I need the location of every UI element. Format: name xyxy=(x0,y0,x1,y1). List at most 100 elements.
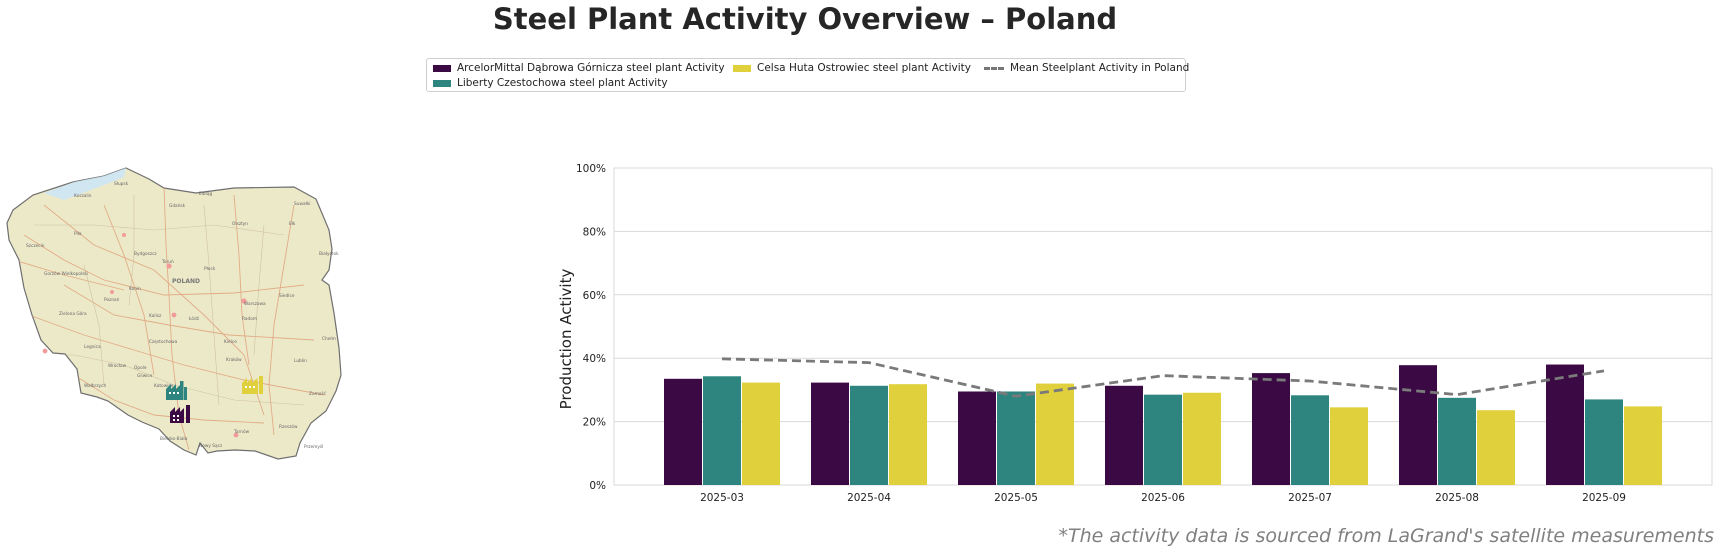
bar-1-2025-06 xyxy=(1144,394,1182,485)
map-label-20: Płock xyxy=(204,266,216,272)
map-label-18: Olsztyn xyxy=(232,221,248,227)
map-label-17: Toruń xyxy=(161,258,174,265)
y-tick-label: 40% xyxy=(583,353,606,365)
map-label-24: Rzeszów xyxy=(279,423,298,430)
bar-0-2025-08 xyxy=(1399,365,1437,485)
mean-line xyxy=(721,357,1605,398)
legend-label-arcelor: ArcelorMittal Dąbrowa Górnicza steel pla… xyxy=(457,62,725,74)
map-label-8: Łódź xyxy=(188,315,200,322)
bar-0-2025-09 xyxy=(1546,364,1584,485)
chart-legend: ArcelorMittal Dąbrowa Górnicza steel pla… xyxy=(426,58,1189,92)
bar-0-2025-03 xyxy=(664,378,702,485)
y-axis-label: Production Activity xyxy=(557,269,575,410)
bar-2-2025-09 xyxy=(1624,406,1662,485)
map-label-27: Gorzów Wielkopolski xyxy=(44,270,88,277)
map-label-38: Ełk xyxy=(289,221,296,227)
legend-swatch-arcelor xyxy=(433,64,451,72)
map-label-13: Opole xyxy=(134,365,147,371)
factory-icon-arcelor xyxy=(170,405,190,423)
bar-2-2025-07 xyxy=(1330,407,1368,485)
map-label-30: Elbląg xyxy=(199,191,212,197)
legend-label-mean: Mean Steelplant Activity in Poland xyxy=(1010,62,1190,74)
map-label-33: Przemyśl xyxy=(304,443,323,450)
map-label-35: Konin xyxy=(129,286,141,292)
map-label-37: Suwałki xyxy=(294,201,311,207)
map-label-0: POLAND xyxy=(172,278,200,285)
map-label-23: Wałbrzych xyxy=(84,383,106,389)
map-label-28: Koszalin xyxy=(74,193,92,199)
map-city-labels: POLAND Kraków Katowice Gliwice Bielsko-B… xyxy=(26,181,339,450)
y-tick-label: 80% xyxy=(583,226,606,238)
map-label-22: Legnica xyxy=(84,344,101,350)
bar-2-2025-03 xyxy=(742,382,780,485)
map-label-3: Gliwice xyxy=(137,373,153,379)
legend-item-liberty: Liberty Czestochowa steel plant Activity xyxy=(433,77,668,89)
bar-2-2025-04 xyxy=(889,384,927,485)
x-tick-label: 2025-09 xyxy=(1582,492,1626,504)
x-axis-ticks: 2025-03 2025-04 2025-05 2025-06 2025-07 2025-… xyxy=(700,492,1626,504)
bar-0-2025-04 xyxy=(811,382,849,485)
y-tick-label: 100% xyxy=(576,163,606,175)
bar-1-2025-05 xyxy=(997,391,1035,485)
x-tick-label: 2025-03 xyxy=(700,492,744,504)
map-label-10: Lublin xyxy=(294,358,307,364)
map-label-5: Częstochowa xyxy=(149,339,178,345)
map-label-14: Szczecin xyxy=(26,243,45,249)
map-label-12: Wrocław xyxy=(108,363,127,369)
page-title: Steel Plant Activity Overview – Poland xyxy=(492,2,1118,36)
map-label-4: Bielsko-Biała xyxy=(160,436,188,442)
x-tick-label: 2025-07 xyxy=(1288,492,1332,504)
y-tick-label: 0% xyxy=(589,480,606,492)
bar-0-2025-07 xyxy=(1252,373,1290,485)
legend-swatch-celsa xyxy=(733,64,751,72)
legend-item-mean: Mean Steelplant Activity in Poland xyxy=(984,62,1189,74)
baltic-sea xyxy=(44,168,126,200)
map-label-15: Gdańsk xyxy=(169,202,186,209)
map-label-36: Piła xyxy=(74,231,82,237)
legend-item-arcelor: ArcelorMittal Dąbrowa Górnicza steel pla… xyxy=(433,62,725,74)
map-label-6: Kielce xyxy=(224,339,237,345)
y-tick-label: 60% xyxy=(583,290,606,302)
legend-label-celsa: Celsa Huta Ostrowiec steel plant Activit… xyxy=(757,62,971,74)
bar-series xyxy=(664,364,1662,485)
x-tick-label: 2025-08 xyxy=(1435,492,1479,504)
bar-1-2025-03 xyxy=(703,376,741,485)
legend-swatch-liberty xyxy=(433,79,451,87)
y-tick-label: 20% xyxy=(583,417,606,429)
legend-label-liberty: Liberty Czestochowa steel plant Activity xyxy=(457,77,668,89)
city-markers xyxy=(42,233,247,438)
map-label-31: Siedlce xyxy=(279,293,295,299)
map-label-34: Nowy Sącz xyxy=(199,443,223,449)
bar-1-2025-04 xyxy=(850,385,888,485)
map-label-7: Radom xyxy=(242,316,257,322)
factory-icon-celsa xyxy=(242,376,263,394)
map-label-32: Zamość xyxy=(309,390,327,397)
bar-1-2025-07 xyxy=(1291,395,1329,485)
map-label-25: Tarnów xyxy=(233,428,250,435)
x-tick-label: 2025-04 xyxy=(847,492,891,504)
map-label-29: Słupsk xyxy=(114,181,129,187)
map-label-19: Białystok xyxy=(319,251,339,257)
map-label-2: Katowice xyxy=(154,383,174,389)
y-axis-ticks: 0% 20% 40% 60% 80% 100% xyxy=(576,163,606,492)
factory-icon-liberty xyxy=(166,381,187,400)
mean-line-series xyxy=(721,357,1605,398)
poland-map: POLAND Kraków Katowice Gliwice Bielsko-B… xyxy=(4,165,344,490)
bar-1-2025-08 xyxy=(1438,397,1476,485)
map-label-16: Bydgoszcz xyxy=(134,251,157,257)
source-note: *The activity data is sourced from LaGra… xyxy=(1058,525,1714,547)
bar-2-2025-08 xyxy=(1477,410,1515,485)
map-label-21: Kalisz xyxy=(149,313,162,319)
map-label-39: Chełm xyxy=(322,336,336,342)
map-label-11: Poznań xyxy=(104,296,120,303)
map-label-9: Warszawa xyxy=(244,301,266,307)
map-label-1: Kraków xyxy=(226,356,242,363)
poland-map-svg: POLAND Kraków Katowice Gliwice Bielsko-B… xyxy=(6,167,342,460)
bar-2-2025-05 xyxy=(1036,383,1074,485)
x-tick-label: 2025-05 xyxy=(994,492,1038,504)
bar-2-2025-06 xyxy=(1183,392,1221,485)
bar-0-2025-06 xyxy=(1105,385,1143,485)
x-tick-label: 2025-06 xyxy=(1141,492,1185,504)
map-label-26: Zielona Góra xyxy=(59,310,87,317)
